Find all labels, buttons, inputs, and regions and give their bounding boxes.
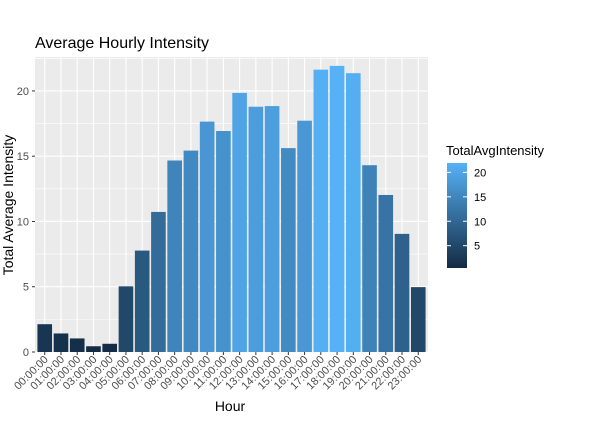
bar xyxy=(69,338,85,352)
bar xyxy=(134,250,150,352)
x-axis-label: Hour xyxy=(215,398,246,414)
bar xyxy=(232,92,247,352)
legend-colorbar xyxy=(447,163,467,268)
legend-tick-label: 20 xyxy=(474,167,486,179)
y-tick-label: 20 xyxy=(17,86,29,98)
bar xyxy=(167,160,182,352)
legend: TotalAvgIntensity 5 10 15 20 xyxy=(446,143,545,268)
bar xyxy=(53,333,69,352)
bar xyxy=(199,121,215,353)
bar xyxy=(313,69,329,353)
legend-title: TotalAvgIntensity xyxy=(446,143,545,158)
bar xyxy=(297,120,312,352)
bar xyxy=(329,65,345,353)
bar xyxy=(216,131,231,352)
y-tick-label: 0 xyxy=(23,347,29,359)
y-tick-label: 5 xyxy=(23,282,29,294)
y-tick-label: 10 xyxy=(17,216,29,228)
chart-title: Average Hourly Intensity xyxy=(35,35,209,52)
bar xyxy=(37,324,53,352)
bar xyxy=(281,148,296,352)
bar xyxy=(410,287,426,352)
bar xyxy=(118,286,134,352)
bar xyxy=(264,106,280,352)
bar xyxy=(378,194,394,352)
bar xyxy=(102,343,118,352)
bar xyxy=(183,150,199,352)
bar xyxy=(345,73,361,352)
bar xyxy=(394,233,410,352)
legend-tick-label: 5 xyxy=(474,241,480,253)
bar xyxy=(248,106,264,352)
y-axis-label: Total Average Intensity xyxy=(0,135,16,276)
x-axis: 00:00:0001:00:0002:00:0003:00:0004:00:00… xyxy=(12,352,424,392)
y-tick-label: 15 xyxy=(17,151,29,163)
bars xyxy=(37,65,426,353)
bar xyxy=(151,211,166,352)
bar xyxy=(362,165,377,352)
legend-tick-label: 10 xyxy=(474,216,486,228)
y-axis: 0 5 10 15 20 xyxy=(17,86,35,359)
legend-tick-label: 15 xyxy=(474,192,486,204)
bar xyxy=(86,346,101,352)
